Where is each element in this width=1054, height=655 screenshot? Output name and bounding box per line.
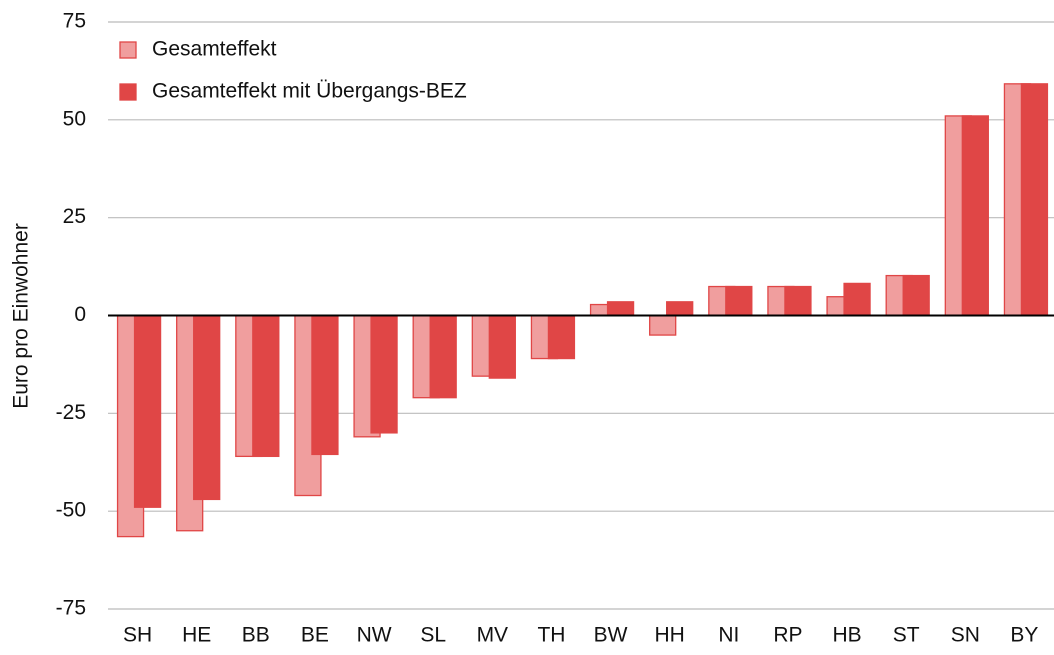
y-tick-label: -50 — [56, 499, 86, 522]
bar — [843, 282, 871, 317]
bar — [902, 274, 930, 317]
x-tick-label: HE — [182, 624, 211, 647]
bar — [547, 314, 576, 360]
y-tick-label: 75 — [63, 10, 86, 33]
bar — [649, 314, 677, 336]
x-tick-label: MV — [477, 624, 509, 647]
bar — [666, 301, 694, 317]
bar — [133, 314, 162, 508]
x-tick-label: BY — [1010, 624, 1038, 647]
x-tick-label: ST — [893, 624, 920, 647]
bar — [429, 314, 457, 399]
bar — [961, 115, 989, 317]
bar — [370, 314, 398, 434]
x-tick-label: NW — [357, 624, 392, 647]
x-tick-label: SN — [951, 624, 980, 647]
x-tick-label: SH — [123, 624, 152, 647]
bar — [252, 314, 280, 458]
y-axis-title: Euro pro Einwohner — [10, 223, 33, 409]
legend-label: Gesamteffekt mit Übergangs-BEZ — [152, 80, 467, 103]
bar — [311, 314, 339, 456]
x-tick-label: BE — [301, 624, 329, 647]
x-tick-label: BW — [594, 624, 628, 647]
x-tick-label: BB — [242, 624, 270, 647]
bar — [725, 285, 753, 317]
bar — [488, 314, 516, 379]
bar — [784, 285, 812, 317]
y-tick-label: -75 — [56, 597, 86, 620]
bar — [1020, 83, 1049, 317]
x-tick-label: RP — [773, 624, 802, 647]
x-tick-label: NI — [718, 624, 739, 647]
legend-swatch — [119, 83, 137, 101]
legend-swatch — [119, 41, 137, 59]
y-tick-label: 25 — [63, 205, 86, 228]
x-tick-label: SL — [420, 624, 446, 647]
legend-label: Gesamteffekt — [152, 38, 277, 61]
y-tick-label: -25 — [56, 401, 86, 424]
x-tick-label: TH — [537, 624, 565, 647]
x-tick-label: HB — [832, 624, 861, 647]
x-tick-label: HH — [655, 624, 685, 647]
y-tick-label: 0 — [74, 303, 86, 326]
y-tick-label: 50 — [63, 107, 86, 130]
bar — [193, 314, 221, 501]
bar — [606, 301, 635, 317]
